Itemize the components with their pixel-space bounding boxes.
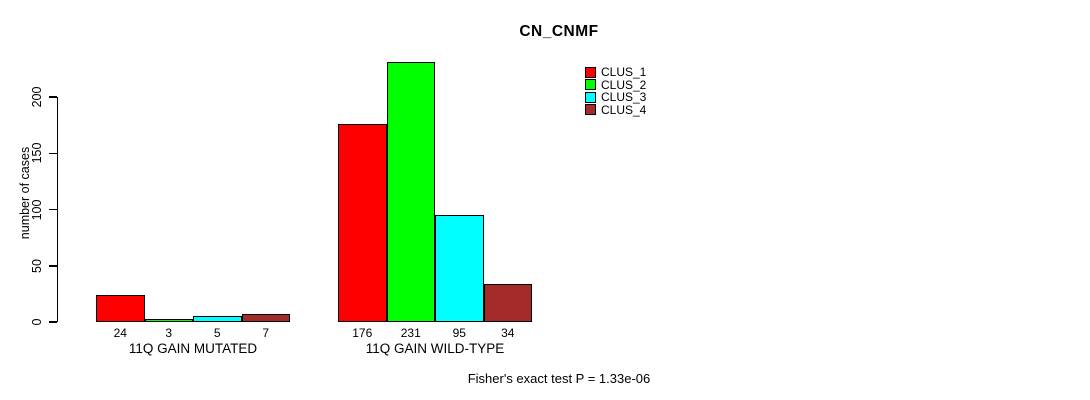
bar-clus_3-1 [193, 316, 242, 322]
legend-item-label: CLUS_4 [601, 102, 647, 117]
legend-swatch-icon [585, 104, 596, 116]
bar-clus_4-1 [241, 314, 290, 322]
y-axis-line [56, 97, 58, 322]
y-axis-tick [48, 152, 57, 154]
bar-value-label: 176 [352, 326, 373, 340]
legend-swatch-icon [585, 66, 596, 78]
group-label: 11Q GAIN MUTATED [128, 341, 258, 356]
bar-value-label: 231 [400, 326, 421, 340]
y-axis-tick-label: 0 [30, 318, 44, 326]
bar-value-label: 3 [165, 326, 173, 340]
y-axis-tick-label: 150 [30, 142, 44, 164]
bar-value-label: 5 [213, 326, 221, 340]
legend-swatch-icon [585, 79, 596, 91]
group-label: 11Q GAIN WILD-TYPE [365, 341, 505, 356]
bar-clus_2-2 [386, 62, 435, 322]
y-axis-tick-label: 200 [30, 86, 44, 108]
bar-clus_2-1 [144, 318, 193, 322]
y-axis-tick [48, 265, 57, 267]
y-axis-tick-label: 50 [30, 258, 44, 273]
chart-title: CN_CNMF [519, 23, 599, 40]
y-axis-tick-label: 100 [30, 199, 44, 220]
stat-annotation: Fisher's exact test P = 1.33e-06 [467, 371, 651, 386]
legend-item-clus_4: CLUS_4 [585, 102, 647, 117]
bar-value-label: 34 [501, 326, 515, 340]
legend-item-label: CLUS_3 [601, 90, 647, 105]
y-axis-tick [48, 321, 57, 323]
legend-item-clus_1: CLUS_1 [585, 65, 647, 80]
bar-clus_4-2 [483, 283, 532, 322]
bar-value-label: 7 [262, 326, 270, 340]
legend-item-label: CLUS_1 [601, 65, 647, 80]
legend-item-label: CLUS_2 [601, 77, 647, 92]
legend: CLUS_1 CLUS_2 CLUS_3 CLUS_4 [585, 65, 647, 117]
legend-item-clus_2: CLUS_2 [585, 77, 647, 92]
bar-clus_3-2 [435, 215, 484, 322]
bar-value-label: 95 [452, 326, 466, 340]
legend-swatch-icon [585, 91, 596, 103]
bar-value-label: 24 [113, 326, 127, 340]
bar-clus_1-1 [96, 295, 145, 322]
bar-clus_1-2 [338, 124, 387, 322]
y-axis-tick [48, 96, 57, 98]
y-axis-tick [48, 208, 57, 211]
legend-item-clus_3: CLUS_3 [585, 90, 647, 105]
